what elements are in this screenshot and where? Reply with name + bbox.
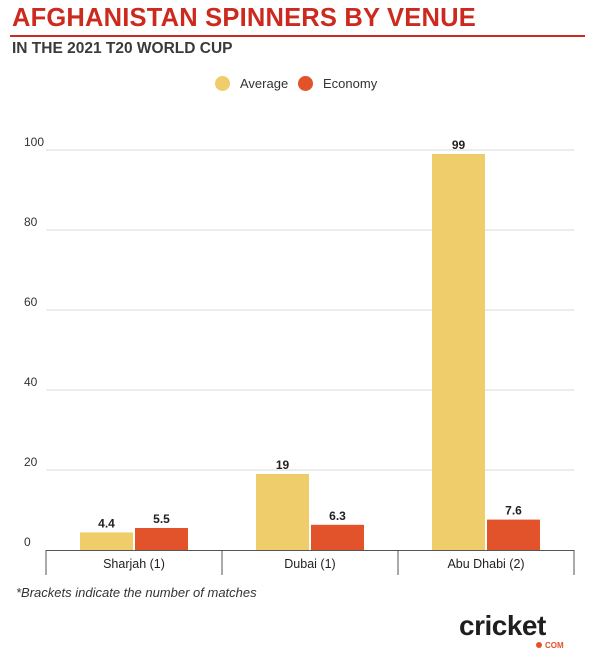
y-tick-label: 40 — [24, 375, 38, 389]
legend-item-average: Average — [215, 76, 288, 91]
y-tick-label: 60 — [24, 295, 38, 309]
y-tick-label: 20 — [24, 455, 38, 469]
chart-legend: Average Economy — [0, 76, 600, 96]
legend-label-economy: Economy — [323, 76, 378, 91]
data-label: 4.4 — [98, 516, 115, 530]
title-divider — [10, 35, 585, 37]
y-tick-label: 100 — [24, 135, 44, 149]
svg-text:COM: COM — [545, 641, 564, 650]
y-tick-label: 0 — [24, 535, 31, 549]
bar-average — [256, 474, 309, 550]
y-tick-label: 80 — [24, 215, 38, 229]
data-label: 6.3 — [329, 509, 346, 523]
bar-economy — [135, 528, 188, 550]
cricket-com-logo: cricket COM — [459, 610, 574, 650]
data-label: 99 — [452, 138, 466, 152]
x-tick-label: Abu Dhabi (2) — [447, 557, 524, 571]
bar-average — [432, 154, 485, 550]
legend-swatch-average — [215, 76, 230, 91]
svg-text:cricket: cricket — [459, 610, 546, 641]
data-label: 7.6 — [505, 504, 522, 518]
x-tick-label: Dubai (1) — [284, 557, 335, 571]
legend-swatch-economy — [298, 76, 313, 91]
chart-subtitle: IN THE 2021 T20 WORLD CUP — [12, 40, 233, 57]
data-label: 5.5 — [153, 512, 170, 526]
bar-average — [80, 532, 133, 550]
data-label: 19 — [276, 458, 290, 472]
legend-item-economy: Economy — [298, 76, 377, 91]
bar-economy — [487, 519, 540, 550]
bar-economy — [311, 524, 364, 550]
footnote: *Brackets indicate the number of matches — [16, 585, 257, 600]
chart-title: AFGHANISTAN SPINNERS BY VENUE — [12, 4, 476, 32]
x-tick-label: Sharjah (1) — [103, 557, 165, 571]
legend-label-average: Average — [240, 76, 289, 91]
